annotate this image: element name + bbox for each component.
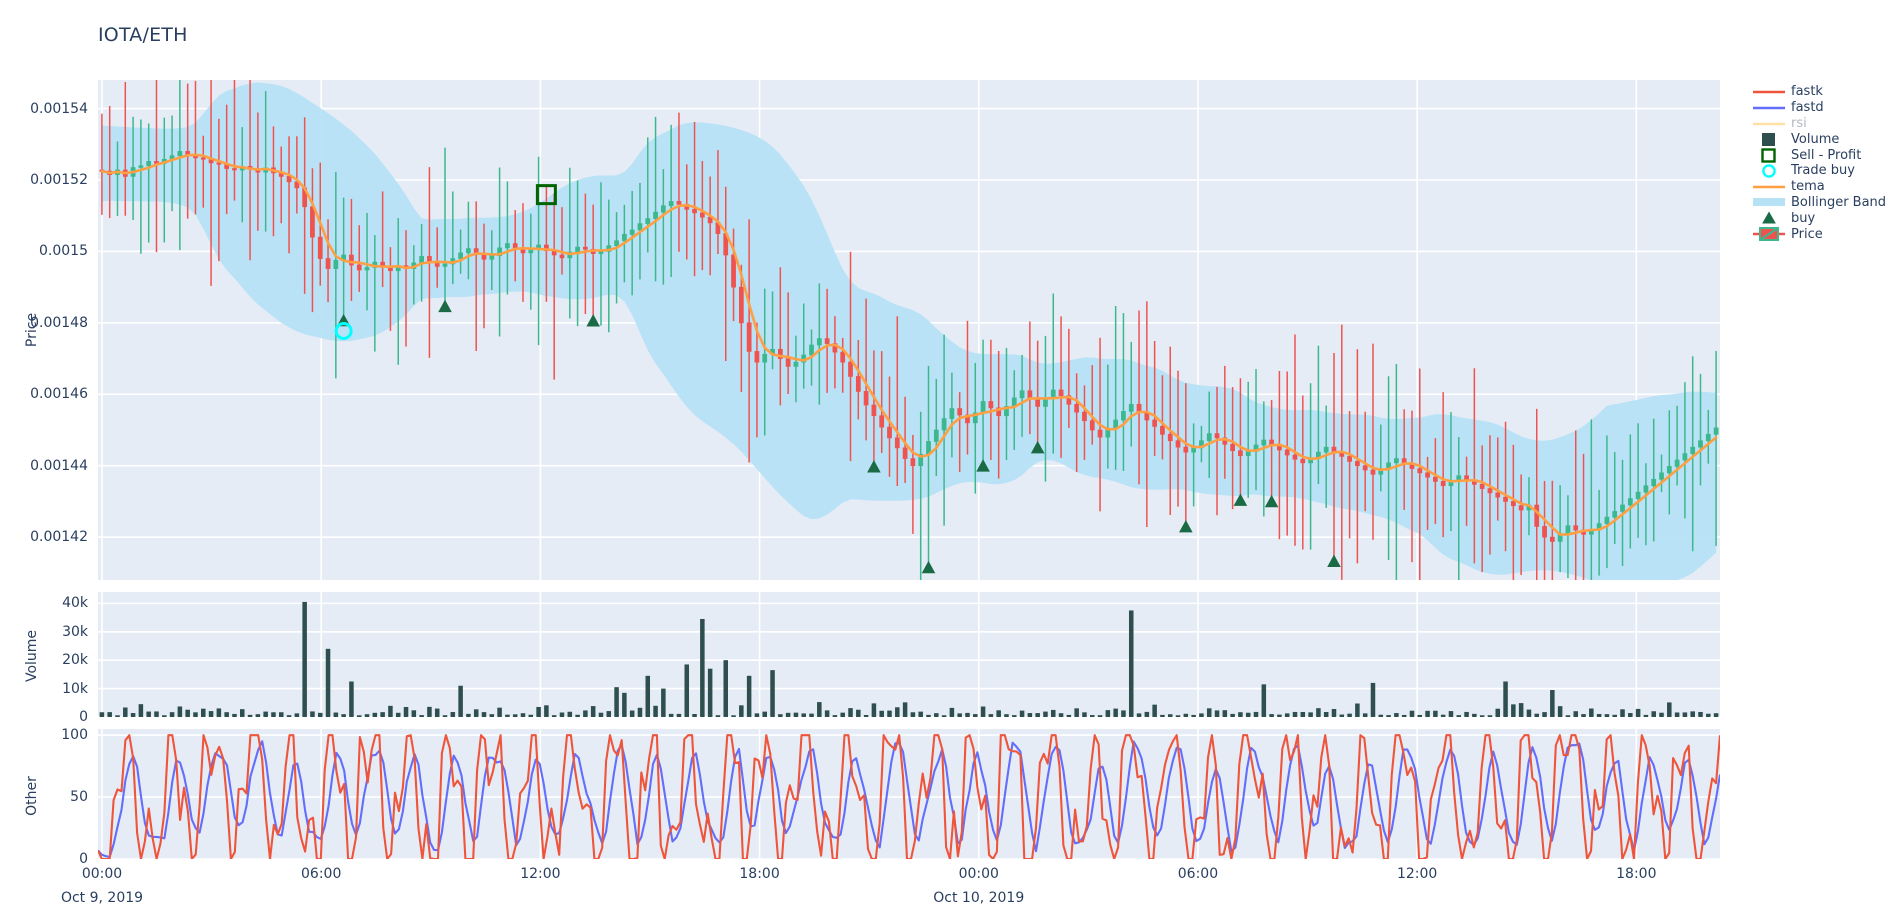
other-y-tick: 100 [61,727,88,744]
legend-label: Volume [1791,131,1840,147]
legend-label: buy [1791,210,1816,226]
other-panel [98,729,1720,859]
price-axis-title: Price [24,312,40,348]
price-y-tick: 0.00154 [30,100,88,117]
price-y-tick: 0.00152 [30,172,88,188]
volume-y-tick: 30k [62,623,88,640]
x-tick-time: 18:00 [1616,866,1657,882]
legend-label: tema [1791,179,1825,195]
volume-y-tick: 10k [62,680,88,697]
x-tick-time: 06:00 [301,866,342,882]
line-icon [1752,100,1786,116]
square-open-icon [1752,147,1786,163]
x-tick-time: 00:00 [81,866,123,882]
legend-label: Sell - Profit [1791,147,1862,163]
volume-y-tick: 40k [62,595,88,612]
volume-axis-title: Volume [24,629,40,683]
legend-item-buy[interactable]: buy [1752,210,1888,226]
price-y-tick: 0.00146 [30,386,88,403]
legend: fastk fastd rsi Volume Sell - Profit Trade bu… [1752,84,1888,242]
page-title: IOTA/ETH [98,24,188,46]
line-icon [1752,179,1786,195]
legend-item-price[interactable]: Price [1752,226,1888,242]
legend-label: Price [1791,226,1823,242]
x-tick-time: 12:00 [520,866,561,882]
x-tick-time: 18:00 [739,866,780,882]
square-icon [1752,131,1786,147]
legend-label: Bollinger Band [1791,194,1887,210]
legend-label: Trade buy [1791,163,1855,179]
volume-y-tick: 20k [62,652,88,669]
price-y-tick: 0.00148 [30,314,88,331]
legend-item-rsi[interactable]: rsi [1752,116,1888,132]
legend-label: fastk [1791,84,1823,100]
volume-y-tick: 0 [79,709,88,725]
legend-item-tema[interactable]: tema [1752,179,1888,195]
legend-item-trade-buy[interactable]: Trade buy [1752,163,1888,179]
legend-label: fastd [1791,100,1824,116]
candle-icon [1752,226,1786,242]
band-icon [1752,194,1786,210]
line-icon [1752,84,1786,100]
x-tick-date: Oct 10, 2019 [933,890,1025,906]
triangle-icon [1752,210,1786,226]
circle-open-icon [1752,163,1786,179]
legend-item-fastd[interactable]: fastd [1752,100,1888,116]
line-icon [1752,116,1786,132]
x-tick-date: Oct 9, 2019 [60,890,144,906]
legend-item-fastk[interactable]: fastk [1752,84,1888,100]
other-y-tick: 0 [79,851,88,867]
other-axis-title: Other [24,776,40,816]
legend-label: rsi [1791,115,1807,131]
volume-panel [98,592,1720,717]
x-tick-time: 00:00 [958,866,999,882]
legend-item-sell-profit[interactable]: Sell - Profit [1752,147,1888,163]
other-y-tick: 50 [70,789,88,806]
x-tick-time: 12:00 [1396,866,1438,882]
price-y-tick: 0.0015 [39,243,88,260]
price-panel [98,80,1720,580]
legend-item-volume[interactable]: Volume [1752,131,1888,147]
x-tick-time: 06:00 [1177,866,1219,882]
legend-item-bollinger-band[interactable]: Bollinger Band [1752,195,1888,211]
price-y-tick: 0.00142 [30,529,88,546]
price-y-tick: 0.00144 [30,457,88,474]
